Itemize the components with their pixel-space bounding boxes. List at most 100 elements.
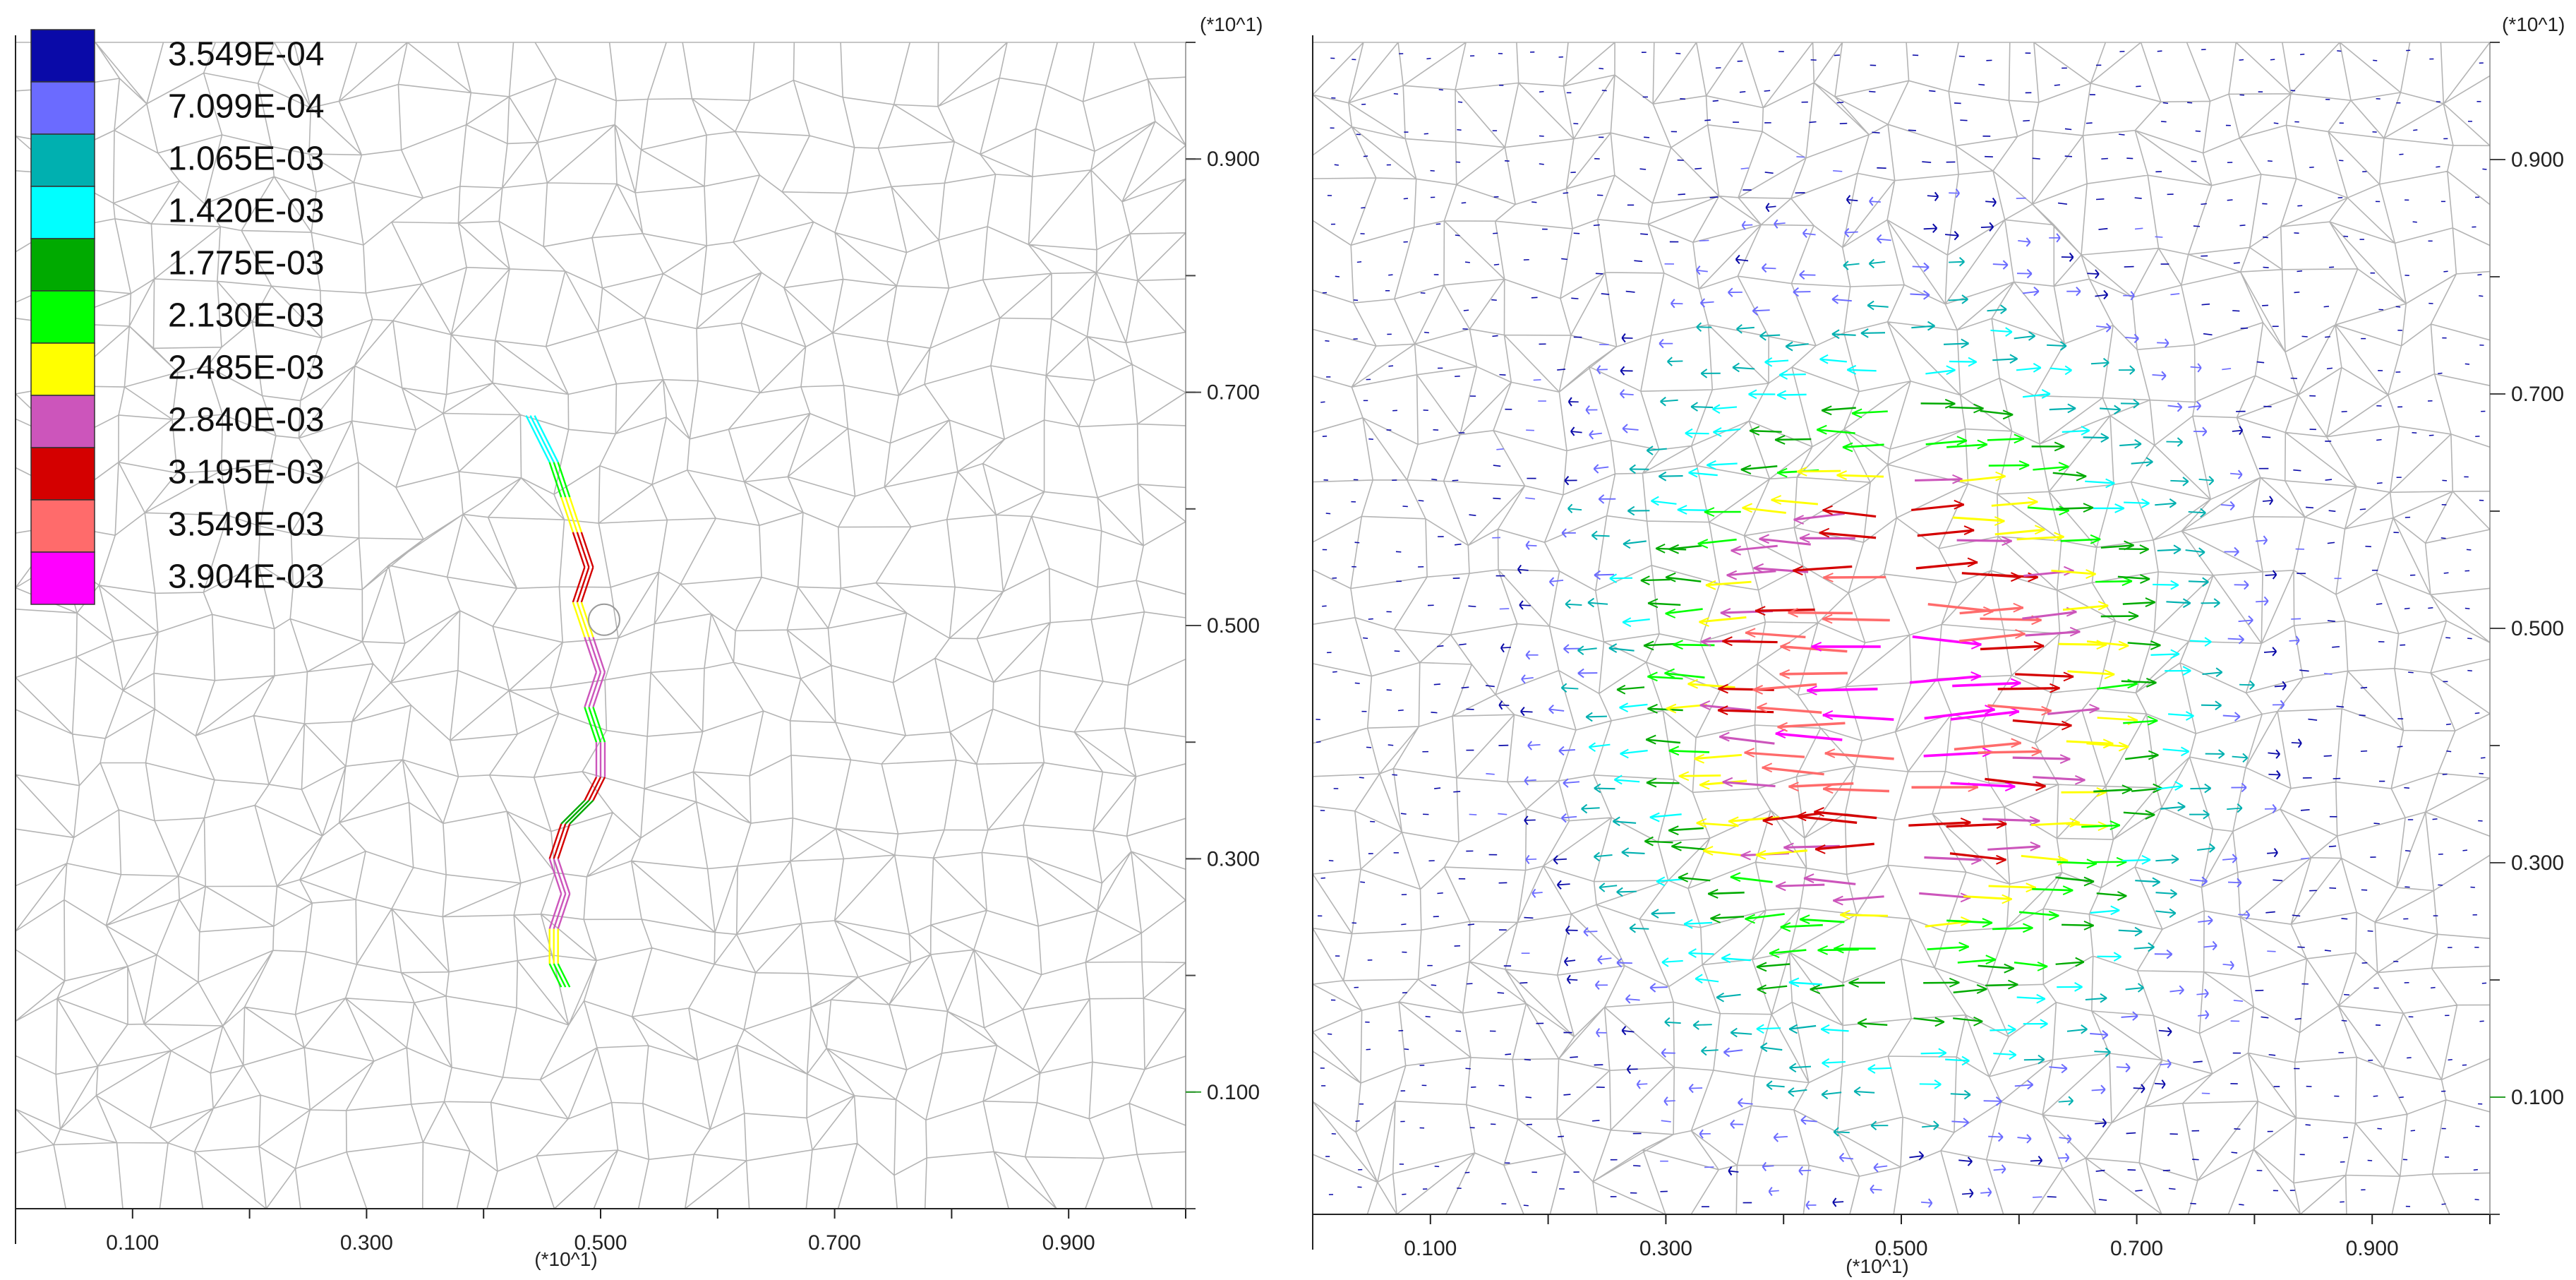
displacement-arrow [1646, 738, 1681, 744]
displacement-arrowhead [1687, 678, 1698, 689]
displacement-arrowhead [1699, 617, 1709, 627]
crack-segment [584, 707, 598, 743]
displacement-arrowhead [2074, 981, 2083, 992]
displacement-arrow [1665, 608, 1703, 615]
displacement-arrow [2270, 59, 2275, 61]
displacement-arrow [2293, 469, 2301, 472]
displacement-arrowhead [1565, 925, 1570, 935]
displacement-arrowhead [2104, 669, 2115, 680]
displacement-arrow [2055, 961, 2084, 965]
displacement-arrowhead [2198, 547, 2205, 558]
crack-segment [534, 415, 559, 463]
displacement-arrowhead [2171, 854, 2179, 864]
displacement-arrow [1455, 234, 1460, 237]
displacement-arrowhead [1805, 1200, 1810, 1210]
displacement-arrow [1517, 568, 1529, 571]
displacement-arrow [2133, 946, 2155, 950]
displacement-arrow [2239, 683, 2255, 686]
displacement-arrow [2238, 914, 2250, 916]
crack-segment [588, 777, 602, 801]
displacement-arrowhead [1649, 812, 1660, 823]
displacement-arrow [1795, 815, 1858, 824]
displacement-arrow [1731, 1031, 1752, 1035]
displacement-arrow [1430, 169, 1435, 172]
displacement-arrowhead [1757, 702, 1767, 712]
displacement-arrow [2300, 808, 2310, 811]
displacement-arrowhead [1759, 534, 1770, 544]
displacement-arrow [1946, 443, 1987, 448]
displacement-arrow [1561, 815, 1577, 819]
displacement-arrow [1644, 642, 1678, 647]
displacement-arrow [2122, 601, 2155, 605]
displacement-arrow [2059, 1137, 2071, 1140]
displacement-arrow [1704, 1166, 1714, 1168]
displacement-arrowhead [2114, 405, 2121, 415]
displacement-arrowhead [2276, 770, 2281, 780]
displacement-arrowhead [1629, 464, 1636, 474]
displacement-arrow [2157, 342, 2169, 344]
displacement-arrowhead [1996, 854, 2006, 865]
displacement-arrow [1793, 513, 1845, 521]
displacement-arrow [2290, 90, 2296, 92]
displacement-arrowhead [1762, 762, 1773, 773]
displacement-arrowhead [2167, 1059, 2172, 1069]
displacement-arrowhead [1627, 506, 1635, 516]
displacement-arrowhead [1719, 731, 1730, 742]
displacement-arrow [2162, 748, 2189, 753]
displacement-arrow [1620, 393, 1634, 395]
displacement-arrowhead [1673, 640, 1683, 650]
crack-segment [569, 496, 582, 533]
displacement-arrowhead [1668, 746, 1680, 756]
displacement-arrow [1366, 746, 1372, 748]
displacement-arrowhead [1838, 1152, 1845, 1163]
displacement-arrow [1775, 732, 1843, 741]
displacement-arrow [1824, 752, 1894, 760]
displacement-arrowhead [1688, 948, 1697, 958]
left-x-tick-label: 0.900 [1042, 1231, 1095, 1255]
displacement-arrowhead [2048, 911, 2059, 921]
displacement-arrowhead [2147, 715, 2158, 726]
crack-segment [580, 532, 594, 568]
displacement-arrow [1659, 475, 1683, 477]
displacement-arrowhead [1723, 1047, 1731, 1058]
displacement-arrow [1957, 958, 1996, 964]
displacement-arrowhead [1839, 909, 1850, 920]
displacement-arrowhead [2164, 338, 2169, 348]
displacement-arrowhead [1730, 1027, 1738, 1038]
displacement-arrow [1463, 309, 1469, 311]
displacement-arrowhead [1721, 953, 1731, 964]
displacement-arrowhead [1795, 811, 1807, 822]
displacement-arrow [1834, 54, 1840, 56]
displacement-arrow [2021, 854, 2069, 862]
displacement-arrow [2014, 335, 2035, 340]
displacement-arrow [2359, 508, 2366, 510]
displacement-arrowhead [2173, 544, 2181, 555]
displacement-arrow [1459, 643, 1467, 646]
displacement-arrow [1651, 500, 1677, 505]
displacement-arrow [1920, 402, 1956, 405]
displacement-arrowhead [1577, 645, 1584, 655]
displacement-arrow [1678, 774, 1721, 777]
displacement-arrowhead [2009, 354, 2018, 364]
crack-segment [557, 823, 571, 859]
displacement-arrowhead [2076, 287, 2081, 297]
displacement-arrowhead [1798, 1166, 1803, 1176]
displacement-arrowhead [2118, 741, 2129, 752]
displacement-arrow [1623, 428, 1639, 431]
displacement-arrow [1492, 335, 1498, 337]
displacement-arrowhead [2061, 1063, 2068, 1074]
displacement-arrow [1403, 198, 1409, 200]
displacement-arrowhead [1678, 771, 1690, 782]
displacement-arrowhead [1726, 570, 1738, 580]
displacement-arrow [1548, 708, 1565, 712]
displacement-arrow [1959, 475, 2006, 482]
displacement-arrow [1852, 410, 1888, 414]
displacement-arrow [1661, 959, 1683, 963]
displacement-arrow [1558, 1135, 1564, 1137]
displacement-arrow [2238, 619, 2253, 623]
displacement-arrow [2190, 366, 2201, 369]
displacement-arrowhead [1982, 918, 1993, 928]
displacement-arrowhead [1525, 854, 1530, 865]
displacement-arrowhead [1995, 471, 2006, 482]
displacement-arrowhead [1956, 436, 1968, 446]
